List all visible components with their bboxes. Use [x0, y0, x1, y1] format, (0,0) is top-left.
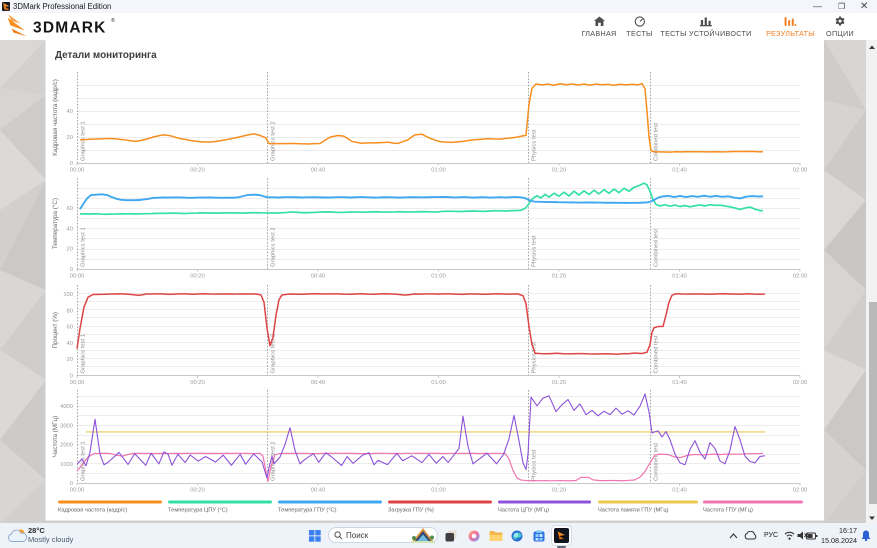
svg-text:Температура (°C): Температура (°C): [51, 198, 59, 249]
svg-text:0: 0: [70, 267, 73, 273]
svg-text:Graphics test 1: Graphics test 1: [81, 121, 87, 161]
svg-text:Combined test: Combined test: [654, 123, 660, 161]
svg-text:2000: 2000: [60, 443, 73, 449]
svg-text:02:00: 02:00: [793, 274, 808, 280]
svg-text:Детали мониторинга: Детали мониторинга: [55, 50, 157, 61]
svg-text:40: 40: [67, 341, 73, 347]
svg-text:40: 40: [67, 109, 73, 115]
svg-text:60: 60: [67, 206, 73, 212]
svg-text:0: 0: [70, 481, 73, 487]
svg-text:20: 20: [67, 135, 73, 141]
svg-text:Physics test: Physics test: [532, 342, 538, 374]
svg-text:1000: 1000: [60, 462, 73, 468]
svg-text:3DMARK: 3DMARK: [33, 20, 107, 37]
svg-text:20: 20: [67, 357, 73, 363]
svg-text:00:40: 00:40: [311, 274, 326, 280]
svg-text:Combined test: Combined test: [654, 443, 660, 481]
svg-text:Частота памяти ГПУ (МГц): Частота памяти ГПУ (МГц): [598, 508, 669, 514]
svg-text:Процент (%): Процент (%): [52, 312, 59, 348]
svg-text:Graphics test 1: Graphics test 1: [81, 334, 87, 374]
svg-text:02:00: 02:00: [793, 488, 808, 494]
svg-text:01:20: 01:20: [552, 488, 567, 494]
svg-text:Physics test: Physics test: [532, 235, 538, 267]
svg-text:01:40: 01:40: [672, 274, 687, 280]
svg-text:02:00: 02:00: [793, 168, 808, 174]
svg-text:Physics test: Physics test: [532, 449, 538, 481]
svg-text:00:20: 00:20: [190, 488, 205, 494]
svg-text:00:40: 00:40: [311, 380, 326, 386]
svg-text:00:40: 00:40: [311, 168, 326, 174]
svg-text:01:00: 01:00: [431, 380, 446, 386]
svg-text:00:20: 00:20: [190, 168, 205, 174]
svg-text:Graphics test 2: Graphics test 2: [271, 227, 277, 267]
svg-text:Температура ГПУ (°C): Температура ГПУ (°C): [278, 508, 337, 514]
svg-text:01:00: 01:00: [431, 168, 446, 174]
svg-text:Physics test: Physics test: [532, 129, 538, 161]
svg-text:Кадровая частота (кадр/с): Кадровая частота (кадр/с): [58, 508, 127, 514]
svg-text:Graphics test 1: Graphics test 1: [81, 227, 87, 267]
svg-text:00:20: 00:20: [190, 274, 205, 280]
svg-text:01:20: 01:20: [552, 380, 567, 386]
svg-text:01:00: 01:00: [431, 488, 446, 494]
svg-text:20: 20: [67, 247, 73, 253]
svg-text:Температура ЦПУ (°C): Температура ЦПУ (°C): [168, 508, 228, 514]
svg-text:Кадровая частота (кадр/с): Кадровая частота (кадр/с): [52, 79, 59, 156]
svg-text:00:00: 00:00: [70, 168, 85, 174]
svg-text:Combined test: Combined test: [654, 229, 660, 267]
svg-text:Graphics test 2: Graphics test 2: [271, 334, 277, 374]
svg-text:3000: 3000: [60, 423, 73, 429]
svg-text:02:00: 02:00: [793, 380, 808, 386]
svg-text:Graphics test 2: Graphics test 2: [271, 121, 277, 161]
svg-text:Combined test: Combined test: [654, 335, 660, 373]
svg-text:01:40: 01:40: [672, 488, 687, 494]
svg-text:00:00: 00:00: [70, 488, 85, 494]
svg-text:01:40: 01:40: [672, 380, 687, 386]
svg-text:0: 0: [70, 374, 73, 380]
svg-text:60: 60: [67, 325, 73, 331]
svg-text:0: 0: [70, 161, 73, 167]
svg-text:00:00: 00:00: [70, 380, 85, 386]
svg-text:Частота (МГц): Частота (МГц): [52, 416, 59, 458]
svg-text:01:20: 01:20: [552, 274, 567, 280]
svg-text:40: 40: [67, 226, 73, 232]
svg-text:00:00: 00:00: [70, 274, 85, 280]
svg-text:®: ®: [111, 17, 115, 24]
svg-text:Загрузка ГПУ (%): Загрузка ГПУ (%): [388, 508, 434, 514]
svg-text:01:20: 01:20: [552, 168, 567, 174]
svg-text:80: 80: [67, 308, 73, 314]
svg-text:Частота ЦПУ (МГц): Частота ЦПУ (МГц): [498, 508, 549, 514]
svg-text:01:00: 01:00: [431, 274, 446, 280]
svg-text:Частота ГПУ (МГц): Частота ГПУ (МГц): [703, 508, 753, 514]
svg-text:100: 100: [63, 292, 73, 298]
svg-text:01:40: 01:40: [672, 168, 687, 174]
svg-text:00:20: 00:20: [190, 380, 205, 386]
svg-text:4000: 4000: [60, 404, 73, 410]
svg-text:00:40: 00:40: [311, 488, 326, 494]
